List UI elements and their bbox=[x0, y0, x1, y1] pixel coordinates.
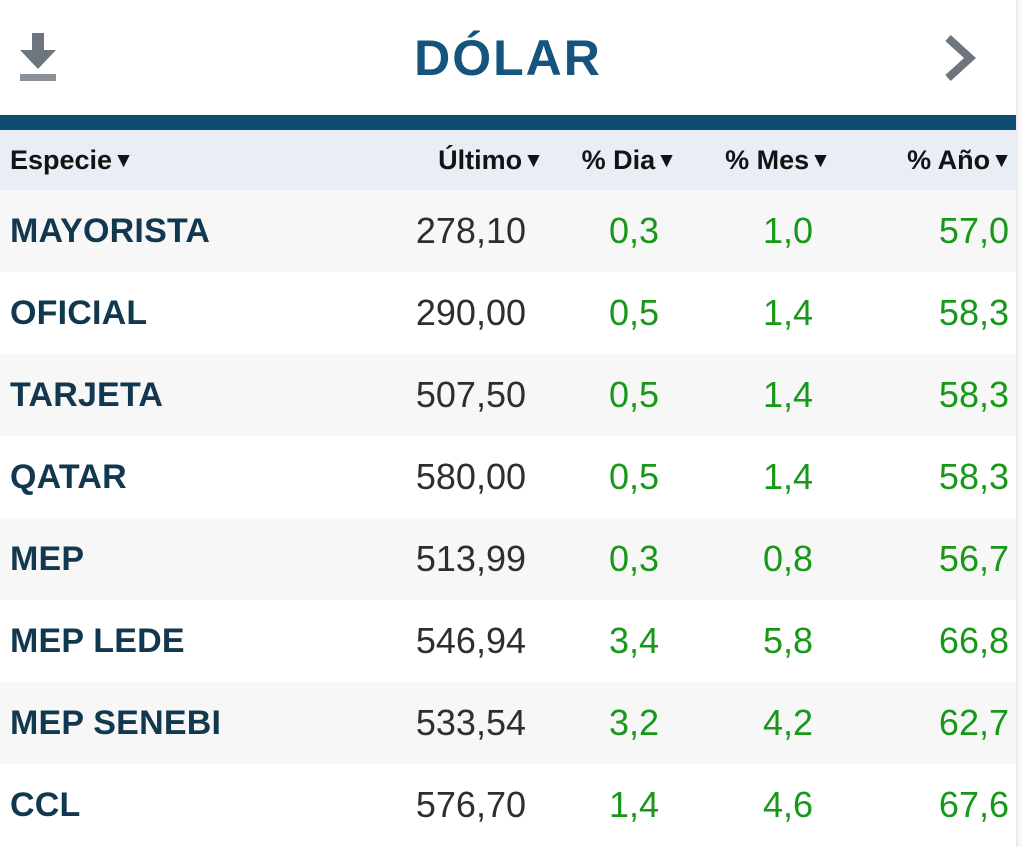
cell-especie: TARJETA bbox=[10, 375, 164, 414]
cell-pct-anio: 56,7 bbox=[938, 538, 1009, 579]
cell-pct-mes: 1,4 bbox=[762, 456, 813, 497]
column-header-anio[interactable]: % Año ▼ bbox=[831, 145, 1012, 176]
cell-pct-dia: 1,4 bbox=[608, 784, 659, 825]
cell-especie: MAYORISTA bbox=[10, 211, 211, 250]
cell-pct-mes: 1,4 bbox=[762, 374, 813, 415]
table-row-ccl[interactable]: CCL 576,70 1,4 4,6 67,6 bbox=[0, 764, 1016, 846]
cell-pct-anio: 58,3 bbox=[938, 374, 1009, 415]
table-row-mep[interactable]: MEP 513,99 0,3 0,8 56,7 bbox=[0, 518, 1016, 600]
column-header-especie[interactable]: Especie ▼ bbox=[10, 145, 369, 176]
table-row-qatar[interactable]: QATAR 580,00 0,5 1,4 58,3 bbox=[0, 436, 1016, 518]
cell-pct-dia: 0,5 bbox=[608, 374, 659, 415]
widget-toolbar: DÓLAR bbox=[0, 0, 1016, 115]
cell-pct-dia: 0,3 bbox=[608, 538, 659, 579]
cell-pct-anio: 67,6 bbox=[938, 784, 1009, 825]
cell-especie: MEP bbox=[10, 539, 85, 578]
widget-title: DÓLAR bbox=[414, 29, 602, 86]
cell-pct-dia: 3,4 bbox=[608, 620, 659, 661]
sort-desc-icon: ▼ bbox=[810, 149, 831, 172]
column-header-label: % Año bbox=[907, 144, 991, 175]
table-header-row: Especie ▼ Último ▼ % Dia ▼ % Mes ▼ % Año ▼ bbox=[0, 130, 1016, 190]
column-header-label: Último bbox=[438, 144, 523, 175]
sort-desc-icon: ▼ bbox=[113, 149, 134, 172]
table-body: MAYORISTA 278,10 0,3 1,0 57,0 OFICIAL 29… bbox=[0, 190, 1016, 847]
sort-desc-icon: ▼ bbox=[991, 149, 1012, 172]
table-row-tarjeta[interactable]: TARJETA 507,50 0,5 1,4 58,3 bbox=[0, 354, 1016, 436]
cell-pct-dia: 3,2 bbox=[608, 702, 659, 743]
chevron-right-icon bbox=[945, 34, 976, 81]
cell-pct-dia: 0,3 bbox=[608, 210, 659, 251]
cell-ultimo: 533,54 bbox=[415, 702, 526, 743]
cell-pct-mes: 0,8 bbox=[762, 538, 813, 579]
next-button[interactable] bbox=[942, 34, 976, 82]
cell-pct-dia: 0,5 bbox=[608, 456, 659, 497]
right-gutter bbox=[1016, 0, 1023, 847]
table-row-mep-senebi[interactable]: MEP SENEBI 533,54 3,2 4,2 62,7 bbox=[0, 682, 1016, 764]
cell-especie: OFICIAL bbox=[10, 293, 148, 332]
table-row-mayorista[interactable]: MAYORISTA 278,10 0,3 1,0 57,0 bbox=[0, 190, 1016, 272]
sort-desc-icon: ▼ bbox=[656, 149, 677, 172]
cell-pct-mes: 5,8 bbox=[762, 620, 813, 661]
cell-pct-anio: 57,0 bbox=[938, 210, 1009, 251]
cell-pct-mes: 4,6 bbox=[762, 784, 813, 825]
cell-pct-dia: 0,5 bbox=[608, 292, 659, 333]
sort-desc-icon: ▼ bbox=[523, 149, 544, 172]
cell-ultimo: 580,00 bbox=[415, 456, 526, 497]
cell-especie: MEP SENEBI bbox=[10, 703, 222, 742]
cell-pct-anio: 58,3 bbox=[938, 456, 1009, 497]
column-header-label: % Dia bbox=[581, 144, 656, 175]
cell-ultimo: 290,00 bbox=[415, 292, 526, 333]
cell-pct-mes: 4,2 bbox=[762, 702, 813, 743]
cell-ultimo: 507,50 bbox=[415, 374, 526, 415]
cell-ultimo: 546,94 bbox=[415, 620, 526, 661]
cell-especie: CCL bbox=[10, 785, 81, 824]
cell-ultimo: 278,10 bbox=[415, 210, 526, 251]
cell-pct-anio: 66,8 bbox=[938, 620, 1009, 661]
cell-especie: MEP LEDE bbox=[10, 621, 185, 660]
download-icon bbox=[20, 32, 56, 81]
table-row-oficial[interactable]: OFICIAL 290,00 0,5 1,4 58,3 bbox=[0, 272, 1016, 354]
column-header-mes[interactable]: % Mes ▼ bbox=[677, 145, 831, 176]
download-button[interactable] bbox=[18, 32, 58, 83]
column-header-label: % Mes bbox=[725, 144, 810, 175]
cell-especie: QATAR bbox=[10, 457, 127, 496]
column-header-ultimo[interactable]: Último ▼ bbox=[369, 145, 544, 176]
accent-bar bbox=[0, 115, 1016, 130]
table-row-mep-lede[interactable]: MEP LEDE 546,94 3,4 5,8 66,8 bbox=[0, 600, 1016, 682]
cell-pct-mes: 1,4 bbox=[762, 292, 813, 333]
cell-ultimo: 513,99 bbox=[415, 538, 526, 579]
cell-ultimo: 576,70 bbox=[415, 784, 526, 825]
cell-pct-anio: 58,3 bbox=[938, 292, 1009, 333]
cell-pct-mes: 1,0 bbox=[762, 210, 813, 251]
cell-pct-anio: 62,7 bbox=[938, 702, 1009, 743]
column-header-dia[interactable]: % Dia ▼ bbox=[544, 145, 677, 176]
column-header-label: Especie bbox=[10, 144, 113, 175]
